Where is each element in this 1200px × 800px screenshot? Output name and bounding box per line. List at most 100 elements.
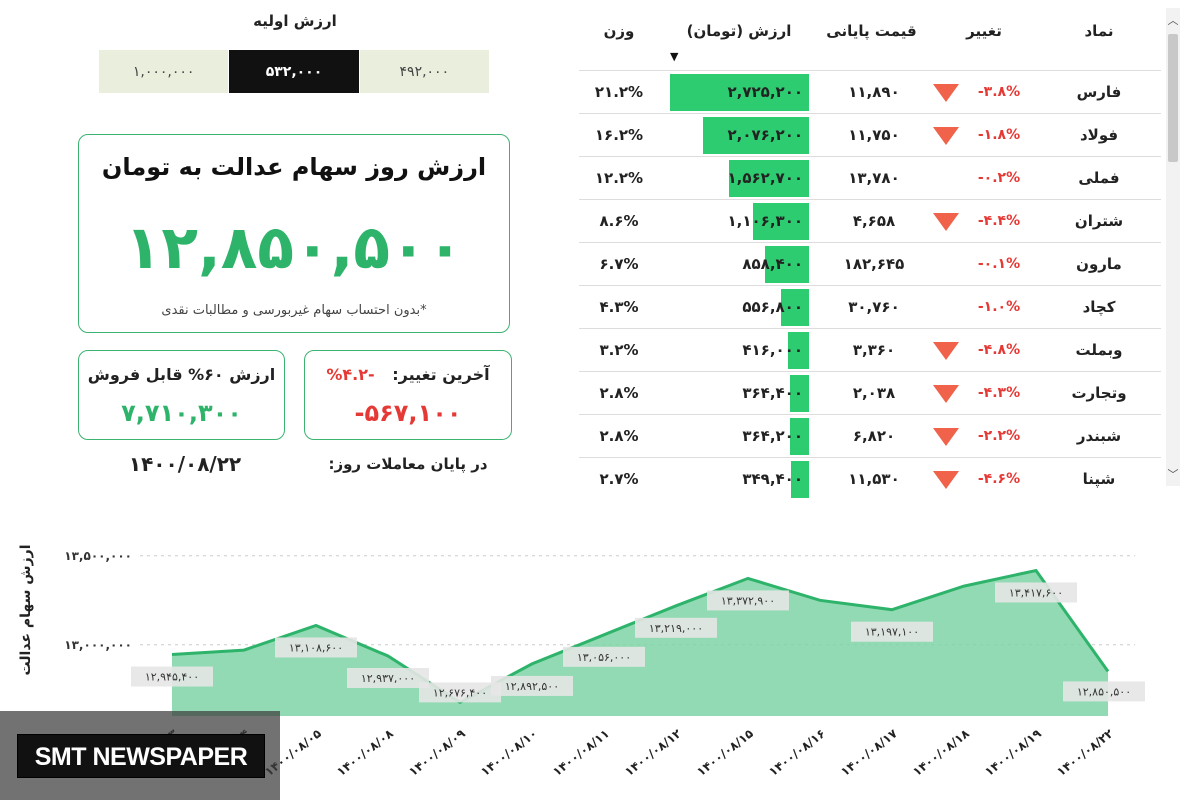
data-label: ۱۲,۸۵۰,۵۰۰ <box>1077 685 1131 698</box>
row-change: -۰.۲% <box>977 170 1021 186</box>
data-label-bg <box>851 621 933 642</box>
row-value-bar <box>788 332 809 369</box>
table-row[interactable]: مارون -۰.۱% ۱۸۲,۶۴۵ ۸۵۸,۴۰۰ ۶.۷% <box>579 242 1161 285</box>
row-change: -۴.۳% <box>977 385 1021 401</box>
last-change-label: آخرین تغییر: <box>392 365 490 384</box>
row-final-price: ۱۱,۵۳۰ <box>848 470 900 488</box>
table-row[interactable]: شپنا -۴.۶% ۱۱,۵۳۰ ۳۴۹,۴۰۰ ۲.۷% <box>579 457 1161 500</box>
y-tick-label: ۱۳,۰۰۰,۰۰۰ <box>64 638 132 652</box>
holdings-table: نماد تغییر قیمت پایانی ارزش (تومان) وزن … <box>579 0 1161 498</box>
row-value-cell: ۵۵۶,۸۰۰ <box>669 286 809 329</box>
row-weight: ۱۲.۲% <box>594 169 644 187</box>
data-label-bg <box>491 675 573 696</box>
row-value-bar <box>790 375 809 412</box>
x-tick-label: ۱۴۰۰/۰۸/۱۷ <box>838 726 900 779</box>
row-value: ۱,۵۶۲,۷۰۰ <box>727 169 803 187</box>
table-row[interactable]: فولاد -۱.۸% ۱۱,۷۵۰ ۲,۰۷۶,۲۰۰ ۱۶.۲% <box>579 113 1161 156</box>
table-row[interactable]: شتران -۴.۴% ۴,۶۵۸ ۱,۱۰۶,۳۰۰ ۸.۶% <box>579 199 1161 242</box>
row-change: -۴.۸% <box>977 342 1021 358</box>
table-row[interactable]: فملی -۰.۲% ۱۳,۷۸۰ ۱,۵۶۲,۷۰۰ ۱۲.۲% <box>579 156 1161 199</box>
table-header: نماد تغییر قیمت پایانی ارزش (تومان) وزن <box>579 22 1161 52</box>
initial-value-option-492000[interactable]: ۴۹۲,۰۰۰ <box>359 50 490 93</box>
row-symbol: شپنا <box>1082 470 1116 488</box>
row-arrow-cell <box>929 200 963 243</box>
row-final-price: ۴,۶۵۸ <box>852 212 896 230</box>
down-arrow-icon <box>933 212 959 231</box>
row-value-bar <box>765 246 809 283</box>
header-change[interactable]: تغییر <box>966 22 1002 40</box>
row-value-bar <box>670 74 809 111</box>
table-row[interactable]: فارس -۳.۸% ۱۱,۸۹۰ ۲,۷۲۵,۲۰۰ ۲۱.۲% <box>579 70 1161 113</box>
data-label: ۱۳,۱۰۸,۶۰۰ <box>289 641 343 654</box>
row-value: ۸۵۸,۴۰۰ <box>742 255 803 273</box>
x-tick-label: ۱۴۰۰/۰۸/۰۸ <box>334 726 396 779</box>
row-arrow-cell <box>929 71 963 114</box>
down-arrow-icon <box>933 126 959 145</box>
data-label-bg <box>635 617 717 638</box>
data-label-bg <box>995 582 1077 603</box>
row-value-cell: ۳۴۹,۴۰۰ <box>669 458 809 501</box>
row-value-cell: ۸۵۸,۴۰۰ <box>669 243 809 286</box>
row-symbol: وتجارت <box>1071 384 1127 402</box>
table-scrollbar[interactable]: ︿ ﹀ <box>1166 8 1180 486</box>
last-change-percent: -۴.۲% <box>326 365 375 384</box>
data-label: ۱۳,۲۱۹,۰۰۰ <box>649 622 703 635</box>
header-symbol[interactable]: نماد <box>1084 22 1114 40</box>
table-row[interactable]: شبندر -۲.۲% ۶,۸۲۰ ۳۶۴,۲۰۰ ۲.۸% <box>579 414 1161 457</box>
row-value-bar <box>753 203 809 240</box>
row-change: -۴.۴% <box>977 213 1021 229</box>
x-tick-label: ۱۴۰۰/۰۸/۱۸ <box>910 726 972 779</box>
row-weight: ۲۱.۲% <box>594 83 644 101</box>
row-symbol: فولاد <box>1079 126 1119 144</box>
row-final-price: ۳,۳۶۰ <box>852 341 896 359</box>
row-value-cell: ۲,۰۷۶,۲۰۰ <box>669 114 809 157</box>
row-value-bar <box>729 160 809 197</box>
sort-desc-icon: ▼ <box>670 50 679 63</box>
end-of-day-date: ۱۴۰۰/۰۸/۲۲ <box>128 452 242 476</box>
scroll-up-icon[interactable]: ︿ <box>1167 14 1179 27</box>
header-weight[interactable]: وزن <box>603 22 635 40</box>
data-label-bg <box>1063 681 1145 702</box>
x-tick-label: ۱۴۰۰/۰۸/۲۲ <box>1054 726 1116 779</box>
row-final-price: ۱۱,۷۵۰ <box>848 126 900 144</box>
data-label-bg <box>419 682 501 703</box>
table-row[interactable]: کچاد -۱.۰% ۳۰,۷۶۰ ۵۵۶,۸۰۰ ۴.۳% <box>579 285 1161 328</box>
initial-value-option-1000000[interactable]: ۱,۰۰۰,۰۰۰ <box>99 50 230 93</box>
value-history-chart: ۱۳,۵۰۰,۰۰۰ ۱۳,۰۰۰,۰۰۰ ۱۲,۹۴۵,۴۰۰ ۱۳,۱۰۸,۶۰۰… <box>64 549 1145 779</box>
table-row[interactable]: وتجارت -۴.۳% ۲,۰۳۸ ۳۶۴,۴۰۰ ۲.۸% <box>579 371 1161 414</box>
row-value-bar <box>791 461 809 498</box>
row-change: -۱.۸% <box>977 127 1021 143</box>
row-change: -۳.۸% <box>977 84 1021 100</box>
row-value: ۳۶۴,۴۰۰ <box>742 384 803 402</box>
row-change: -۱.۰% <box>977 299 1021 315</box>
row-arrow-cell <box>929 157 963 200</box>
data-label-bg <box>707 590 789 611</box>
header-final-price[interactable]: قیمت پایانی <box>826 22 917 40</box>
down-arrow-icon <box>933 427 959 446</box>
row-final-price: ۲,۰۳۸ <box>852 384 896 402</box>
x-tick-label: ۱۴۰۰/۰۸/۱۰ <box>478 726 540 779</box>
initial-value-option-532000[interactable]: ۵۳۲,۰۰۰ <box>229 50 360 93</box>
data-label-bg <box>131 666 213 687</box>
row-value-bar <box>781 289 809 326</box>
row-value-cell: ۱,۵۶۲,۷۰۰ <box>669 157 809 200</box>
row-value: ۵۵۶,۸۰۰ <box>742 298 803 316</box>
x-tick-label: ۱۴۰۰/۰۸/۱۲ <box>622 726 684 779</box>
row-symbol: شبندر <box>1076 427 1122 445</box>
row-final-price: ۳۰,۷۶۰ <box>848 298 900 316</box>
row-final-price: ۶,۸۲۰ <box>852 427 896 445</box>
header-value[interactable]: ارزش (تومان) <box>686 22 792 40</box>
row-value: ۴۱۶,۰۰۰ <box>742 341 803 359</box>
table-row[interactable]: وبملت -۴.۸% ۳,۳۶۰ ۴۱۶,۰۰۰ ۳.۲% <box>579 328 1161 371</box>
row-weight: ۲.۸% <box>599 427 639 445</box>
row-weight: ۲.۷% <box>599 470 639 488</box>
scroll-thumb[interactable] <box>1168 34 1178 162</box>
down-arrow-icon <box>933 470 959 489</box>
scroll-down-icon[interactable]: ﹀ <box>1167 468 1179 481</box>
down-arrow-icon <box>933 83 959 102</box>
row-value: ۱,۱۰۶,۳۰۰ <box>727 212 803 230</box>
end-of-day-label: در پایان معاملات روز: <box>328 455 488 473</box>
data-label-bg <box>563 646 645 667</box>
row-value: ۲,۷۲۵,۲۰۰ <box>727 83 803 101</box>
sellable-value-card: ارزش ۶۰% قابل فروش ۷,۷۱۰,۳۰۰ <box>78 350 285 440</box>
